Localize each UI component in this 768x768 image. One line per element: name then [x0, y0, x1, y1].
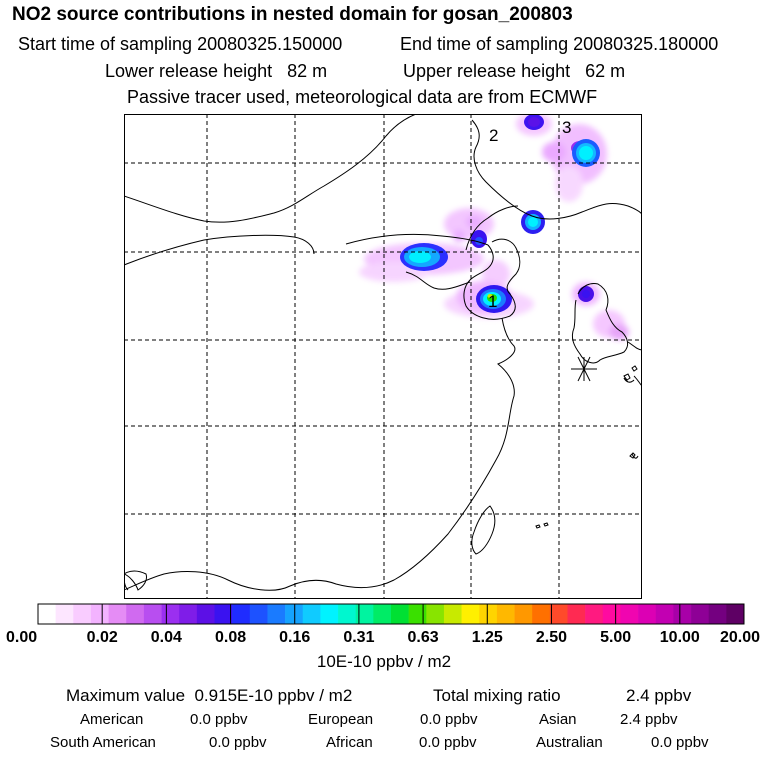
colorbar-cell — [214, 604, 233, 624]
colorbar-cells — [37, 603, 745, 625]
colorbar-cell — [249, 604, 268, 624]
colorbar-cell — [461, 604, 480, 624]
colorbar-tick-label: 0.00 — [6, 629, 37, 646]
colorbar-cell — [108, 604, 127, 624]
plot-title: NO2 source contributions in nested domai… — [12, 4, 573, 25]
colorbar-cell — [620, 604, 639, 624]
colorbar-units: 10E-10 ppbv / m2 — [316, 652, 452, 671]
region-south-american-value: 0.0 ppbv — [209, 734, 267, 751]
colorbar-cell — [285, 604, 304, 624]
colorbar-cell — [479, 604, 498, 624]
region-american-label: American — [80, 711, 144, 728]
colorbar-tick-labels: 0.00 0.02 0.04 0.08 0.16 0.31 0.63 1.25 2.50 5.00… — [6, 604, 760, 646]
colorbar-tick-label: 0.63 — [408, 629, 439, 646]
colorbar-cell — [443, 604, 462, 624]
colorbar-cell — [55, 604, 74, 624]
colorbar-cell — [514, 604, 533, 624]
colorbar-cell — [726, 604, 745, 624]
colorbar: 0.00 0.02 0.04 0.08 0.16 0.31 0.63 1.25 2.50 5.00… — [6, 603, 760, 646]
colorbar-cell — [426, 604, 445, 624]
colorbar-cell — [302, 604, 321, 624]
colorbar-cell — [179, 604, 198, 624]
total-mixing-ratio-label: Total mixing ratio — [433, 686, 561, 705]
map-panel: 2 3 1 — [124, 114, 642, 599]
colorbar-cell — [38, 604, 56, 624]
colorbar-tick-label: 10.00 — [660, 629, 700, 646]
region-south-american-label: South American — [50, 734, 156, 751]
colorbar-cell — [373, 604, 392, 624]
colorbar-cell — [355, 604, 374, 624]
source-label-2: 2 — [489, 126, 498, 145]
colorbar-cell — [638, 604, 657, 624]
colorbar-cell — [391, 604, 409, 624]
colorbar-cell — [708, 604, 727, 624]
colorbar-cell — [655, 604, 674, 624]
colorbar-cell — [232, 604, 251, 624]
colorbar-tick-label: 1.25 — [472, 629, 503, 646]
end-time-label: End time of sampling 20080325.180000 — [400, 34, 719, 54]
colorbar-tick-label: 0.04 — [151, 629, 182, 646]
colorbar-cell — [196, 604, 215, 624]
colorbar-tick-label: 5.00 — [600, 629, 631, 646]
lat-lon-grid — [124, 114, 642, 599]
region-asian-value: 2.4 ppbv — [620, 711, 678, 728]
colorbar-cell — [126, 604, 145, 624]
colorbar-cell — [673, 604, 692, 624]
colorbar-cell — [267, 604, 286, 624]
colorbar-cell — [73, 604, 92, 624]
islands — [535, 365, 638, 529]
tracer-note: Passive tracer used, meteorological data… — [127, 87, 598, 107]
source-label-1: 1 — [488, 292, 497, 311]
map-frame — [124, 114, 642, 599]
colorbar-cell — [691, 604, 709, 624]
colorbar-cell — [532, 604, 551, 624]
colorbar-cell — [549, 604, 568, 624]
colorbar-cell — [143, 604, 162, 624]
colorbar-cell — [496, 604, 515, 624]
colorbar-cell — [90, 604, 109, 624]
region-american-value: 0.0 ppbv — [190, 711, 248, 728]
plume-cores — [400, 114, 600, 313]
total-mixing-ratio-value: 2.4 ppbv — [626, 686, 692, 705]
colorbar-tick-label: 0.02 — [87, 629, 118, 646]
colorbar-tick-label: 2.50 — [536, 629, 567, 646]
colorbar-tick-label: 20.00 — [720, 629, 760, 646]
colorbar-cell — [585, 604, 604, 624]
region-african-label: African — [326, 734, 373, 751]
colorbar-cell — [408, 604, 427, 624]
colorbar-cell — [320, 604, 339, 624]
start-time-label: Start time of sampling 20080325.150000 — [18, 34, 343, 54]
colorbar-tick-label: 0.16 — [279, 629, 310, 646]
upper-release-height: Upper release height 62 m — [403, 61, 626, 81]
region-asian-label: Asian — [539, 711, 577, 728]
region-australian-value: 0.0 ppbv — [651, 734, 709, 751]
region-african-value: 0.0 ppbv — [419, 734, 477, 751]
region-european-label: European — [308, 711, 374, 728]
maximum-value: Maximum value 0.915E-10 ppbv / m2 — [66, 686, 353, 705]
colorbar-cell — [161, 604, 180, 624]
colorbar-tick-label: 0.08 — [215, 629, 246, 646]
source-label-3: 3 — [562, 118, 571, 137]
region-australian-label: Australian — [536, 734, 603, 751]
colorbar-tick-label: 0.31 — [343, 629, 374, 646]
receptor-star-icon — [571, 356, 597, 382]
lower-release-height: Lower release height 82 m — [105, 61, 328, 81]
region-european-value: 0.0 ppbv — [420, 711, 478, 728]
colorbar-cell — [338, 604, 356, 624]
colorbar-cell — [567, 604, 586, 624]
colorbar-cell — [602, 604, 621, 624]
